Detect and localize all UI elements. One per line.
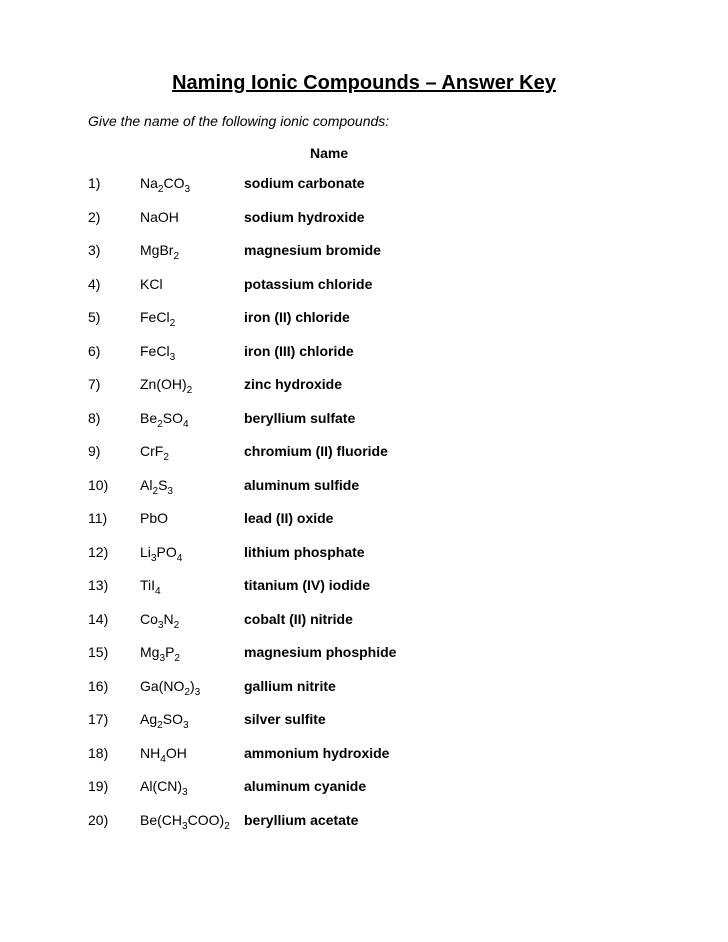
compound-row: 4)KClpotassium chloride bbox=[88, 276, 640, 292]
compound-row: 2)NaOHsodium hydroxide bbox=[88, 209, 640, 225]
compound-row: 17)Ag2SO3silver sulfite bbox=[88, 711, 640, 727]
compound-row: 8)Be2SO4beryllium sulfate bbox=[88, 410, 640, 426]
compound-formula: TiI4 bbox=[140, 577, 244, 593]
compound-name: gallium nitrite bbox=[244, 678, 336, 694]
compound-row: 14)Co3N2cobalt (II) nitride bbox=[88, 611, 640, 627]
compound-row: 16)Ga(NO2)3gallium nitrite bbox=[88, 678, 640, 694]
compound-formula: PbO bbox=[140, 510, 244, 526]
compound-formula: Be(CH3COO)2 bbox=[140, 812, 244, 828]
compound-formula: FeCl2 bbox=[140, 309, 244, 325]
compound-row: 10)Al2S3aluminum sulfide bbox=[88, 477, 640, 493]
compound-formula: Zn(OH)2 bbox=[140, 376, 244, 392]
row-number: 10) bbox=[88, 477, 140, 493]
compound-name: magnesium phosphide bbox=[244, 644, 396, 660]
compound-row: 1)Na2CO3sodium carbonate bbox=[88, 175, 640, 191]
compound-name: sodium hydroxide bbox=[244, 209, 365, 225]
compound-name: sodium carbonate bbox=[244, 175, 365, 191]
row-number: 20) bbox=[88, 812, 140, 828]
compound-formula: NH4OH bbox=[140, 745, 244, 761]
compound-name: silver sulfite bbox=[244, 711, 326, 727]
compound-formula: Al(CN)3 bbox=[140, 778, 244, 794]
compound-row: 7)Zn(OH)2zinc hydroxide bbox=[88, 376, 640, 392]
row-number: 14) bbox=[88, 611, 140, 627]
compound-name: beryllium sulfate bbox=[244, 410, 355, 426]
instruction-text: Give the name of the following ionic com… bbox=[88, 113, 640, 129]
compound-formula: FeCl3 bbox=[140, 343, 244, 359]
compound-formula: MgBr2 bbox=[140, 242, 244, 258]
row-number: 8) bbox=[88, 410, 140, 426]
compound-formula: Mg3P2 bbox=[140, 644, 244, 660]
compound-row: 18)NH4OHammonium hydroxide bbox=[88, 745, 640, 761]
document-page: Naming Ionic Compounds – Answer Key Give… bbox=[0, 0, 728, 828]
compound-name: cobalt (II) nitride bbox=[244, 611, 353, 627]
compound-name: zinc hydroxide bbox=[244, 376, 342, 392]
compound-name: ammonium hydroxide bbox=[244, 745, 389, 761]
compound-row: 9)CrF2chromium (II) fluoride bbox=[88, 443, 640, 459]
row-number: 3) bbox=[88, 242, 140, 258]
compound-row: 6)FeCl3iron (III) chloride bbox=[88, 343, 640, 359]
compound-formula: Li3PO4 bbox=[140, 544, 244, 560]
compound-formula: Al2S3 bbox=[140, 477, 244, 493]
compound-formula: Na2CO3 bbox=[140, 175, 244, 191]
row-number: 7) bbox=[88, 376, 140, 392]
compound-formula: Co3N2 bbox=[140, 611, 244, 627]
compound-name: titanium (IV) iodide bbox=[244, 577, 370, 593]
compound-row: 19)Al(CN)3aluminum cyanide bbox=[88, 778, 640, 794]
row-number: 16) bbox=[88, 678, 140, 694]
compound-row: 12)Li3PO4lithium phosphate bbox=[88, 544, 640, 560]
row-number: 17) bbox=[88, 711, 140, 727]
row-number: 4) bbox=[88, 276, 140, 292]
compound-formula: NaOH bbox=[140, 209, 244, 225]
compound-formula: Be2SO4 bbox=[140, 410, 244, 426]
compound-name: iron (III) chloride bbox=[244, 343, 354, 359]
row-number: 5) bbox=[88, 309, 140, 325]
row-number: 15) bbox=[88, 644, 140, 660]
compound-name: magnesium bromide bbox=[244, 242, 381, 258]
compound-name: beryllium acetate bbox=[244, 812, 358, 828]
row-number: 12) bbox=[88, 544, 140, 560]
compound-formula: Ag2SO3 bbox=[140, 711, 244, 727]
compound-name: potassium chloride bbox=[244, 276, 372, 292]
compound-row: 20)Be(CH3COO)2beryllium acetate bbox=[88, 812, 640, 828]
row-number: 13) bbox=[88, 577, 140, 593]
compound-name: aluminum cyanide bbox=[244, 778, 366, 794]
compound-formula: Ga(NO2)3 bbox=[140, 678, 244, 694]
row-number: 1) bbox=[88, 175, 140, 191]
name-column-header: Name bbox=[310, 145, 640, 161]
row-number: 18) bbox=[88, 745, 140, 761]
compound-formula: KCl bbox=[140, 276, 244, 292]
compound-name: iron (II) chloride bbox=[244, 309, 350, 325]
compound-row: 11)PbOlead (II) oxide bbox=[88, 510, 640, 526]
row-number: 9) bbox=[88, 443, 140, 459]
row-number: 11) bbox=[88, 510, 140, 526]
compound-name: aluminum sulfide bbox=[244, 477, 359, 493]
compound-list: 1)Na2CO3sodium carbonate 2)NaOHsodium hyd… bbox=[88, 175, 640, 828]
row-number: 2) bbox=[88, 209, 140, 225]
compound-row: 13)TiI4titanium (IV) iodide bbox=[88, 577, 640, 593]
compound-name: lithium phosphate bbox=[244, 544, 365, 560]
compound-name: chromium (II) fluoride bbox=[244, 443, 388, 459]
row-number: 19) bbox=[88, 778, 140, 794]
compound-row: 15)Mg3P2magnesium phosphide bbox=[88, 644, 640, 660]
compound-row: 5)FeCl2iron (II) chloride bbox=[88, 309, 640, 325]
page-title: Naming Ionic Compounds – Answer Key bbox=[88, 72, 640, 95]
compound-formula: CrF2 bbox=[140, 443, 244, 459]
row-number: 6) bbox=[88, 343, 140, 359]
compound-name: lead (II) oxide bbox=[244, 510, 333, 526]
compound-row: 3)MgBr2magnesium bromide bbox=[88, 242, 640, 258]
